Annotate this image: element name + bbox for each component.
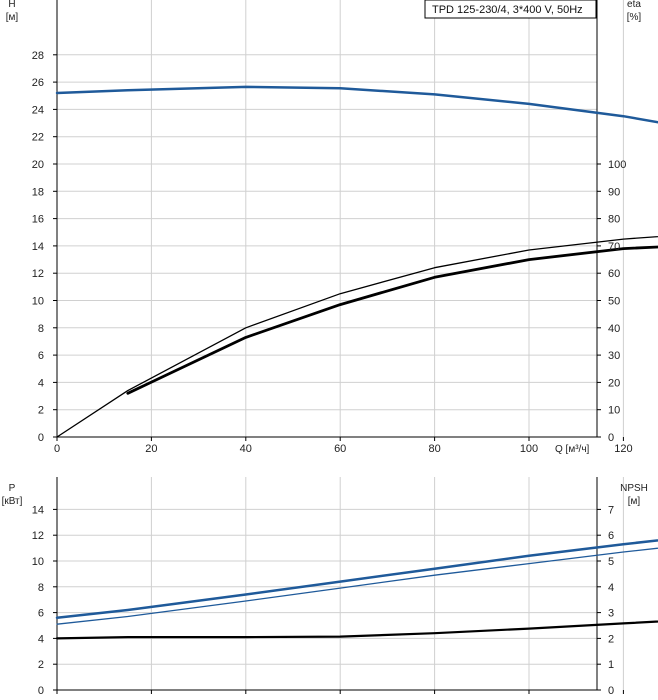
top-right-tick-label: 30 bbox=[608, 350, 620, 362]
top-left-axis-title: H bbox=[8, 0, 15, 10]
bottom-right-tick-label: 2 bbox=[608, 633, 614, 645]
chart-title-box bbox=[424, 0, 597, 19]
bottom-left-tick-label: 2 bbox=[38, 659, 44, 671]
x-tick-label: 60 bbox=[334, 443, 346, 455]
top-left-tick-label: 22 bbox=[32, 132, 44, 144]
top-series-line-1 bbox=[56, 235, 658, 438]
bottom-right-tick-label: 0 bbox=[608, 685, 614, 697]
top-left-tick-label: 8 bbox=[38, 323, 44, 335]
bottom-right-tick-label: 1 bbox=[608, 659, 614, 671]
top-left-tick-label: 16 bbox=[32, 214, 44, 226]
chart-title: TPD 125-230/4, 3*400 V, 50Hz bbox=[432, 4, 583, 16]
x-tick-label: 0 bbox=[54, 443, 60, 455]
bottom-right-tick-label: 7 bbox=[608, 504, 614, 516]
top-series-line-0 bbox=[55, 85, 658, 124]
top-left-tick-label: 24 bbox=[32, 104, 44, 116]
top-series-line-2 bbox=[126, 245, 658, 395]
top-right-tick-label: 100 bbox=[608, 159, 626, 171]
top-right-axis-title: eta bbox=[627, 0, 641, 10]
x-tick-label: 40 bbox=[240, 443, 252, 455]
top-right-tick-label: 60 bbox=[608, 268, 620, 280]
bottom-left-axis-title: P bbox=[9, 483, 16, 494]
top-left-tick-label: 4 bbox=[38, 377, 44, 389]
top-left-tick-label: 6 bbox=[38, 350, 44, 362]
top-right-axis-unit: [%] bbox=[627, 12, 642, 23]
bottom-left-tick-label: 4 bbox=[38, 633, 44, 645]
x-axis-title: Q [м³/ч] bbox=[555, 444, 590, 455]
top-left-tick-label: 20 bbox=[32, 159, 44, 171]
top-right-tick-label: 80 bbox=[608, 214, 620, 226]
top-left-axis-unit: [м] bbox=[6, 12, 19, 23]
top-right-tick-label: 50 bbox=[608, 296, 620, 308]
top-right-tick-label: 40 bbox=[608, 323, 620, 335]
bottom-left-tick-label: 12 bbox=[32, 530, 44, 542]
bottom-left-tick-label: 8 bbox=[38, 582, 44, 594]
top-left-tick-label: 14 bbox=[32, 241, 44, 253]
top-right-tick-label: 70 bbox=[608, 241, 620, 253]
bottom-series-line-0 bbox=[55, 539, 658, 620]
top-left-tick-label: 28 bbox=[32, 50, 44, 62]
x-tick-label: 120 bbox=[614, 443, 632, 455]
top-right-tick-label: 0 bbox=[608, 432, 614, 444]
top-right-tick-label: 20 bbox=[608, 377, 620, 389]
top-left-tick-label: 10 bbox=[32, 296, 44, 308]
bottom-right-tick-label: 3 bbox=[608, 608, 614, 620]
bottom-series-line-1 bbox=[56, 547, 658, 625]
top-left-tick-label: 26 bbox=[32, 77, 44, 89]
top-left-tick-label: 18 bbox=[32, 186, 44, 198]
top-left-tick-label: 2 bbox=[38, 405, 44, 417]
bottom-left-tick-label: 14 bbox=[32, 504, 44, 516]
bottom-left-tick-label: 10 bbox=[32, 556, 44, 568]
top-left-tick-label: 12 bbox=[32, 268, 44, 280]
bottom-right-tick-label: 6 bbox=[608, 530, 614, 542]
x-tick-label: 20 bbox=[145, 443, 157, 455]
bottom-left-axis-unit: [кВт] bbox=[2, 496, 23, 507]
top-right-tick-label: 90 bbox=[608, 186, 620, 198]
x-tick-label: 80 bbox=[428, 443, 440, 455]
x-tick-label: 100 bbox=[520, 443, 538, 455]
bottom-right-axis-title: NPSH bbox=[620, 483, 648, 494]
bottom-right-axis-unit: [м] bbox=[628, 496, 641, 507]
bottom-left-tick-label: 0 bbox=[38, 685, 44, 697]
top-right-tick-label: 10 bbox=[608, 405, 620, 417]
bottom-right-tick-label: 5 bbox=[608, 556, 614, 568]
bottom-left-tick-label: 6 bbox=[38, 608, 44, 620]
top-left-tick-label: 0 bbox=[38, 432, 44, 444]
bottom-right-tick-label: 4 bbox=[608, 582, 614, 594]
